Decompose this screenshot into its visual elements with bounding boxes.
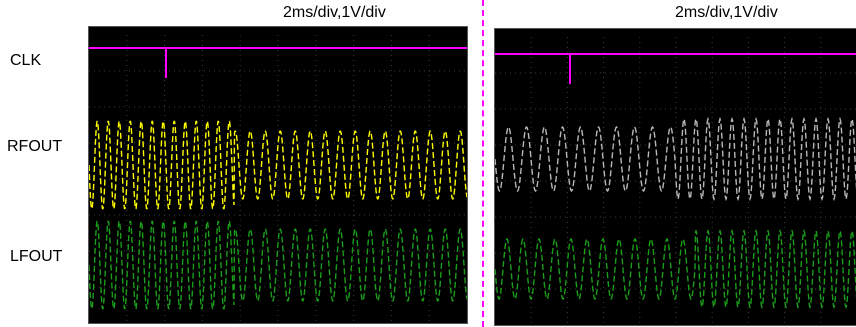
right-grid xyxy=(495,37,856,325)
right-oscilloscope-screen xyxy=(494,28,856,326)
left-lfout-trace xyxy=(89,220,467,310)
left-scope-plot xyxy=(89,35,467,323)
right-timebase-label: 2ms/div,1V/div xyxy=(675,4,778,21)
rfout-label: RFOUT xyxy=(7,138,63,155)
left-oscilloscope-screen xyxy=(88,26,468,324)
left-rfout-trace xyxy=(89,120,467,210)
right-scope-plot xyxy=(495,37,856,325)
right-rfout-trace xyxy=(495,116,856,202)
left-grid xyxy=(89,35,467,323)
clk-label: CLK xyxy=(10,52,42,69)
left-timebase-label: 2ms/div,1V/div xyxy=(283,4,386,21)
panel-divider xyxy=(482,0,484,327)
right-lfout-trace xyxy=(495,229,856,309)
lfout-label: LFOUT xyxy=(10,248,63,265)
